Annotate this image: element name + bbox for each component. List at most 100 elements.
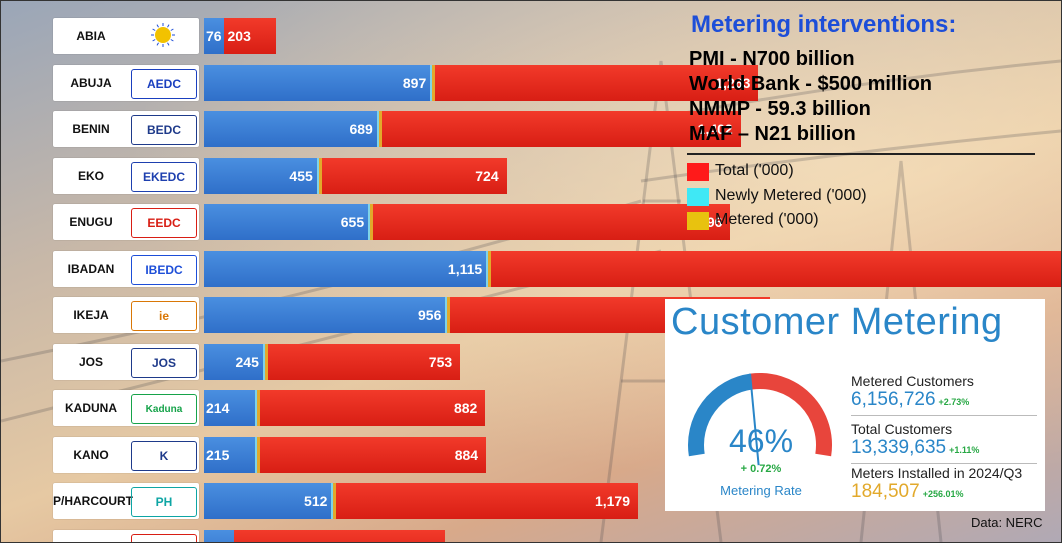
category-label: JOS [78, 354, 103, 369]
bar-newly-metered [316, 157, 320, 194]
metered-value-label: 512 [304, 493, 328, 509]
bar-total [266, 343, 461, 380]
category-label-box: YOLAYEDC [53, 529, 199, 543]
bar-metered-marker [447, 297, 451, 333]
disco-logo-icon: BEDC [131, 115, 197, 145]
disco-logo-icon: PH [131, 487, 197, 517]
stat-divider [851, 463, 1037, 464]
meters-installed-value: 184,507 +256.01% [851, 481, 964, 502]
category-label-box: KANO K [53, 436, 199, 473]
gauge-arc-metered [688, 373, 753, 457]
metered-customers-label: Metered Customers [851, 373, 974, 389]
category-label-box: IBADAN IBEDC [53, 250, 199, 287]
gauge-arc-remaining [750, 373, 832, 457]
bar-total [234, 529, 445, 542]
gauge-caption: Metering Rate [720, 483, 802, 498]
total-value-label: 821 [234, 530, 437, 543]
category-label: BENIN [72, 122, 110, 136]
category-label-box: BENIN BEDC [53, 111, 199, 147]
bar-metered-marker [370, 204, 374, 240]
category-label: P/HARCOURT [53, 494, 133, 508]
bar-newly-metered [255, 436, 259, 473]
metered-value-label: 455 [289, 167, 313, 184]
bar-metered [204, 483, 336, 519]
category-label: YOLA [53, 530, 129, 543]
bar-metered-marker [318, 157, 322, 194]
legend-label: Total ('000) [715, 162, 794, 179]
category-label: ENUGU [69, 215, 113, 229]
category-label: EKO [77, 168, 104, 183]
bar-metered-marker [256, 390, 260, 426]
metered-value-label: 689 [349, 121, 373, 137]
bar-metered-marker [488, 250, 492, 287]
metered-customers-value: 6,156,726 +2.73% [851, 389, 970, 410]
gauge-percent: 46% [728, 423, 794, 459]
source-note: Data: NERC [971, 515, 1043, 530]
total-customers-value: 13,339,635 +1.11% [851, 437, 980, 458]
category-label-box: KADUNA Kaduna [53, 390, 199, 426]
legend-label: Newly Metered ('000) [715, 187, 867, 204]
category-label-box: ENUGU EEDC [53, 204, 199, 240]
bar-row: BENIN BEDC 689 1,402 [1, 111, 1061, 147]
category-label-box: ABUJA AEDC [53, 64, 199, 101]
category-label-box: JOS JOS [53, 343, 199, 380]
category-label: IBADAN [67, 261, 115, 276]
category-label: IKEJA [73, 308, 109, 322]
bar-newly-metered [430, 64, 434, 101]
bar-newly-metered [262, 343, 266, 380]
stat-divider [851, 415, 1037, 416]
bar-row: EKO EKEDC 455 724 [1, 157, 1061, 194]
panel-title: Customer Metering [671, 301, 1003, 343]
gauge-change: + 0.72% [740, 463, 782, 475]
bar-total [490, 250, 1061, 287]
intervention-item: PMI - N700 billion [689, 48, 855, 70]
disco-logo-icon [131, 22, 195, 50]
total-value-label: 753 [428, 353, 453, 370]
bar-metered [204, 111, 381, 147]
total-value-label: 1,263 [715, 74, 751, 91]
bar-metered-marker [333, 483, 337, 519]
category-label: ABUJA [70, 75, 112, 90]
intervention-item: World Bank - $500 million [689, 73, 933, 95]
category-label: KANO [73, 447, 109, 462]
bar-row: KANO K 215 884 [1, 436, 1061, 473]
legend-swatch [687, 188, 709, 206]
bar-newly-metered [254, 390, 258, 426]
total-value-label: 1,179 [594, 493, 631, 509]
bar-total [258, 390, 486, 426]
bar-newly-metered [486, 250, 490, 287]
bar-total [320, 157, 507, 194]
category-label-box: IKEJA ie [53, 297, 199, 333]
bar-total [259, 436, 487, 473]
legend-label: Metered ('000) [715, 211, 819, 228]
total-value-label: 724 [475, 167, 499, 184]
bar-total [335, 483, 639, 519]
bar-total [223, 18, 276, 54]
metering-rate-gauge [688, 373, 832, 466]
disco-logo-icon: IBEDC [131, 254, 197, 285]
customer-metering-panel: Customer Metering 46% + 0.72% Metering R… [665, 299, 1045, 511]
bar-total [372, 204, 731, 240]
disco-logo-icon: ie [131, 301, 197, 331]
bar-metered [204, 64, 435, 101]
metered-value-label: 1,115 [447, 260, 483, 277]
total-value-label: 203 [227, 28, 251, 44]
bar-metered-marker [432, 64, 436, 101]
bar-row: IBADAN IBEDC 1,115 2,583 [1, 250, 1061, 287]
bar-row: ABUJA AEDC 897 1,263 [1, 64, 1061, 101]
bar-metered-marker [378, 111, 382, 147]
bar-row: KADUNA Kaduna 214 882 [1, 390, 1061, 426]
metered-value-label: 245 [235, 353, 259, 370]
category-label: ABIA [76, 29, 106, 43]
bar-row: YOLAYEDC 118 821 [1, 529, 1061, 543]
intervention-item: MAF – N21 billion [689, 123, 856, 145]
bar-total [380, 111, 741, 147]
bar-row: P/HARCOURT PH 512 1,179 [1, 483, 1061, 519]
metered-value-label: 214 [206, 400, 230, 416]
bar-metered [204, 18, 224, 54]
metered-value-label: 118 [206, 530, 229, 543]
intervention-item: NMMP - 59.3 billion [689, 98, 871, 120]
total-value-label: 2,583 [490, 251, 1061, 287]
total-value-label: 882 [453, 400, 478, 416]
bar-metered-marker [257, 436, 261, 473]
